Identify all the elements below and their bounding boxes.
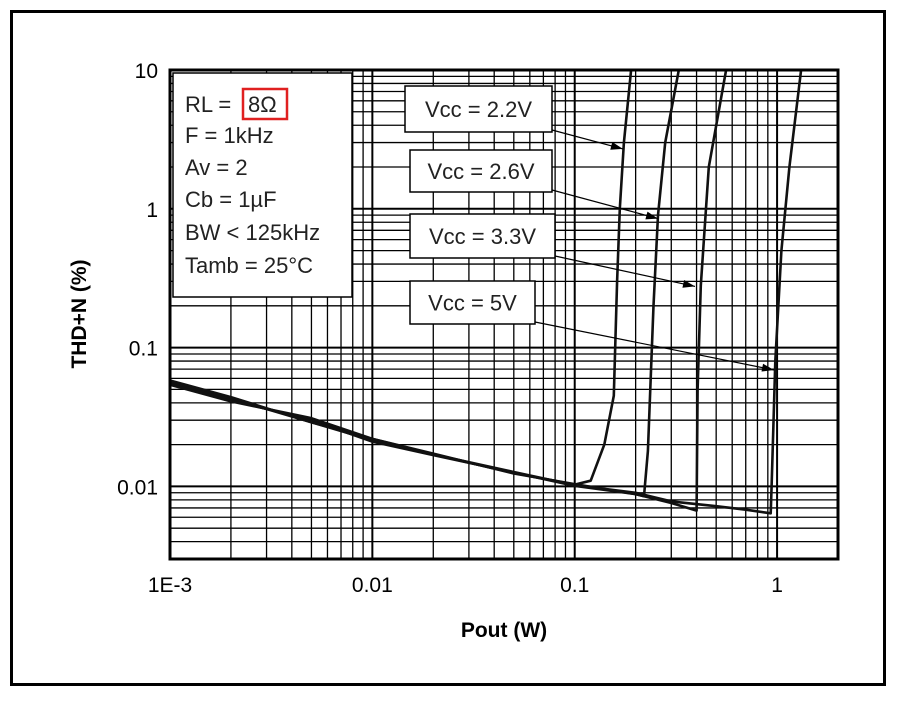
condition-gain: Av = 2 (185, 155, 248, 180)
figure-frame (10, 10, 886, 686)
curves (169, 69, 803, 515)
series-label: Vcc = 5V (428, 291, 517, 316)
arrowhead-icon (682, 279, 696, 288)
condition-bandwidth: BW < 125kHz (185, 220, 320, 245)
series-label: Vcc = 3.3V (429, 224, 536, 249)
series-label-box (409, 213, 556, 259)
x-tick-label: 1E-3 (148, 574, 192, 597)
y-axis-label: THD+N (%) (68, 259, 91, 368)
series-labels: Vcc = 2.2V Vcc = 2.6V Vcc = 3.3V Vcc = 5V (404, 85, 775, 372)
x-tick-label: 0.1 (560, 574, 589, 597)
rl-label: RL = (185, 92, 231, 117)
x-tick-label: 0.01 (352, 574, 393, 597)
annotation-arrow (551, 189, 659, 220)
conditions-box: RL = 8Ω F = 1kHz Av = 2 Cb = 1µF BW < 12… (172, 72, 353, 298)
series-label: Vcc = 2.6V (427, 159, 534, 184)
y-tick-label: 10 (135, 60, 158, 83)
series-label: Vcc = 2.2V (425, 97, 532, 122)
x-axis-label: Pout (W) (461, 619, 547, 642)
annotation-arrow (554, 255, 696, 287)
annotation-arrow (551, 129, 624, 150)
condition-cb: Cb = 1µF (185, 187, 277, 212)
y-tick-label: 1 (146, 199, 158, 222)
arrowhead-icon (645, 211, 659, 220)
condition-frequency: F = 1kHz (185, 123, 274, 148)
tick-labels: 1E-3 0.01 0.1 1 10 1 0.1 0.01 (117, 60, 783, 597)
y-tick-label: 0.01 (117, 476, 158, 499)
series-label-box (409, 149, 553, 193)
arrowhead-icon (761, 363, 775, 372)
svg-text:RL =: RL = (185, 92, 231, 117)
plot-border (168, 68, 840, 561)
series-label-box (404, 85, 553, 133)
annotation-arrow (534, 321, 775, 371)
rl-value: 8Ω (248, 92, 277, 117)
y-tick-label: 0.1 (129, 338, 158, 361)
rl-highlight (241, 87, 289, 121)
series-label-box (409, 280, 536, 325)
condition-temperature: Tamb = 25°C (185, 253, 313, 278)
arrowhead-icon (610, 141, 623, 150)
x-tick-label: 1 (771, 574, 783, 597)
series-line-5 (169, 69, 803, 515)
